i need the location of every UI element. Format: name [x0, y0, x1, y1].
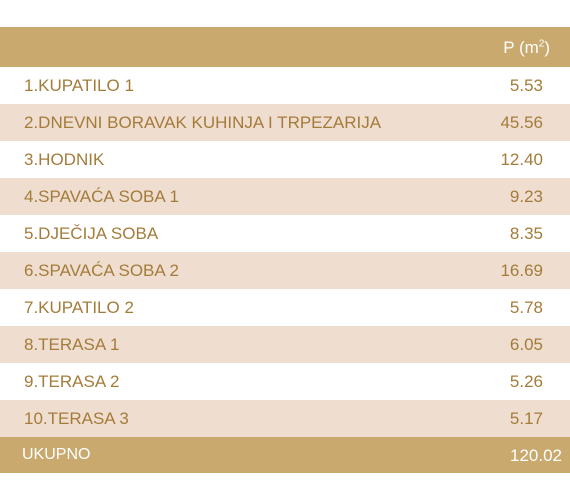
table-row: 6.SPAVAĆA SOBA 2 16.69 [0, 252, 570, 289]
room-name: 7.KUPATILO 2 [24, 298, 134, 317]
room-name: 9.TERASA 2 [24, 372, 120, 391]
room-name: 8.TERASA 1 [24, 335, 120, 354]
room-area: 9.23 [509, 187, 543, 206]
table-row: 7.KUPATILO 2 5.78 [0, 289, 570, 326]
table-row: 3.HODNIK 12.40 [0, 141, 570, 178]
table-row: 2.DNEVNI BORAVAK KUHINJA I TRPEZARIJA 45… [0, 104, 570, 141]
table-header: P (m2) [0, 27, 570, 67]
room-name: 3.HODNIK [24, 150, 105, 169]
table-row: 8.TERASA 1 6.05 [0, 326, 570, 363]
room-name: 4.SPAVAĆA SOBA 1 [24, 187, 179, 206]
area-table: P (m2) 1.KUPATILO 1 5.53 2.DNEVNI BORAVA… [0, 27, 570, 473]
area-column-header: P (m2) [490, 38, 550, 58]
room-area: 16.69 [500, 261, 543, 280]
room-area: 5.53 [509, 76, 543, 95]
table-row: 1.KUPATILO 1 5.53 [0, 67, 570, 104]
area-header-suffix: ) [544, 38, 550, 57]
room-area: 8.35 [509, 224, 543, 243]
room-area: 6.05 [509, 335, 543, 354]
room-name: 5.DJEČIJA SOBA [24, 224, 159, 243]
room-area: 5.17 [509, 409, 543, 428]
area-header-label: P (m [503, 38, 539, 57]
room-area: 45.56 [500, 113, 543, 132]
room-area: 12.40 [500, 150, 543, 169]
room-name: 2.DNEVNI BORAVAK KUHINJA I TRPEZARIJA [24, 113, 382, 132]
table-row: 4.SPAVAĆA SOBA 1 9.23 [0, 178, 570, 215]
area-header-superscript: 2 [538, 38, 545, 50]
room-area: 5.26 [509, 372, 543, 391]
room-name: 10.TERASA 3 [24, 409, 129, 428]
room-name: 1.KUPATILO 1 [24, 76, 134, 95]
table-row: 10.TERASA 3 5.17 [0, 400, 570, 437]
total-row: UKUPNO 120.02 [0, 437, 570, 473]
room-area: 5.78 [509, 298, 543, 317]
room-name: 6.SPAVAĆA SOBA 2 [24, 261, 179, 280]
table-row: 5.DJEČIJA SOBA 8.35 [0, 215, 570, 252]
total-area: 120.02 [510, 446, 562, 465]
total-label: UKUPNO [22, 446, 91, 463]
table-row: 9.TERASA 2 5.26 [0, 363, 570, 400]
